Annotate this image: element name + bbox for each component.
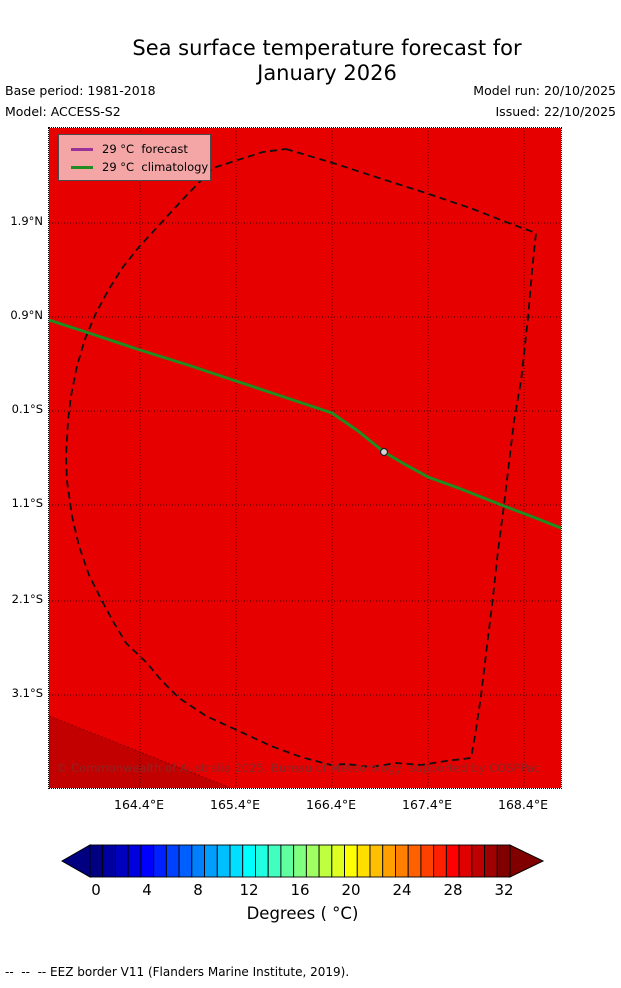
grid-lines (49, 128, 561, 788)
site-marker (379, 447, 389, 457)
colorbar-axis-label: Degrees ( °C) (246, 904, 359, 923)
x-tick-label: 165.4°E (210, 797, 260, 812)
page-title-line1: Sea surface temperature forecast for (132, 36, 522, 60)
colorbar (60, 844, 545, 878)
climatology-contour-line (49, 318, 561, 530)
colorbar-tick: 12 (239, 881, 259, 899)
model-run-text: Model run: 20/10/2025 (473, 83, 616, 98)
x-tick-label: 166.4°E (306, 797, 356, 812)
colorbar-tick: 20 (341, 881, 361, 899)
issued-text: Issued: 22/10/2025 (495, 104, 617, 119)
climatology-line-swatch (71, 165, 93, 169)
legend-label: 29 °C climatology (102, 160, 209, 174)
colorbar-tick: 8 (193, 881, 203, 899)
colorbar-over-arrow (509, 844, 545, 878)
colorbar-under-arrow (60, 844, 91, 878)
x-tick-label: 164.4°E (114, 797, 164, 812)
legend-item-climatology: 29 °C climatology (67, 158, 208, 176)
model-text: Model: ACCESS-S2 (5, 104, 121, 119)
y-tick-label: 0.9°N (10, 308, 43, 322)
forecast-line-swatch (71, 147, 93, 151)
y-tick-label: 2.1°S (11, 592, 43, 606)
y-tick-label: 0.1°S (11, 402, 43, 416)
map-canvas (49, 128, 561, 788)
legend-label: 29 °C forecast (102, 142, 188, 156)
colorbar-tick: 32 (494, 881, 514, 899)
colorbar-tick: 24 (392, 881, 412, 899)
colorbar-tick: 4 (142, 881, 152, 899)
colorbar-tick: 0 (91, 881, 101, 899)
sst-fill (49, 128, 561, 788)
copyright-text: © Commonwealth of Australia 2025, Bureau… (56, 761, 541, 775)
colorbar-tick: 28 (443, 881, 463, 899)
base-period-text: Base period: 1981-2018 (5, 83, 156, 98)
map-plot-area: 29 °C forecast 29 °C climatology © Commo… (48, 127, 562, 789)
y-tick-label: 1.9°N (10, 214, 43, 228)
eez-border-path (65, 148, 537, 768)
x-tick-label: 167.4°E (402, 797, 452, 812)
colorbar-cells (89, 844, 511, 878)
y-tick-label: 3.1°S (11, 686, 43, 700)
y-tick-label: 1.1°S (11, 496, 43, 510)
x-tick-label: 168.4°E (498, 797, 548, 812)
colorbar-tick: 16 (290, 881, 310, 899)
page-title-line2: January 2026 (257, 61, 397, 85)
map-legend: 29 °C forecast 29 °C climatology (58, 134, 211, 181)
legend-item-forecast: 29 °C forecast (67, 140, 202, 158)
eez-border-note: -- -- -- EEZ border V11 (Flanders Marine… (5, 965, 350, 979)
